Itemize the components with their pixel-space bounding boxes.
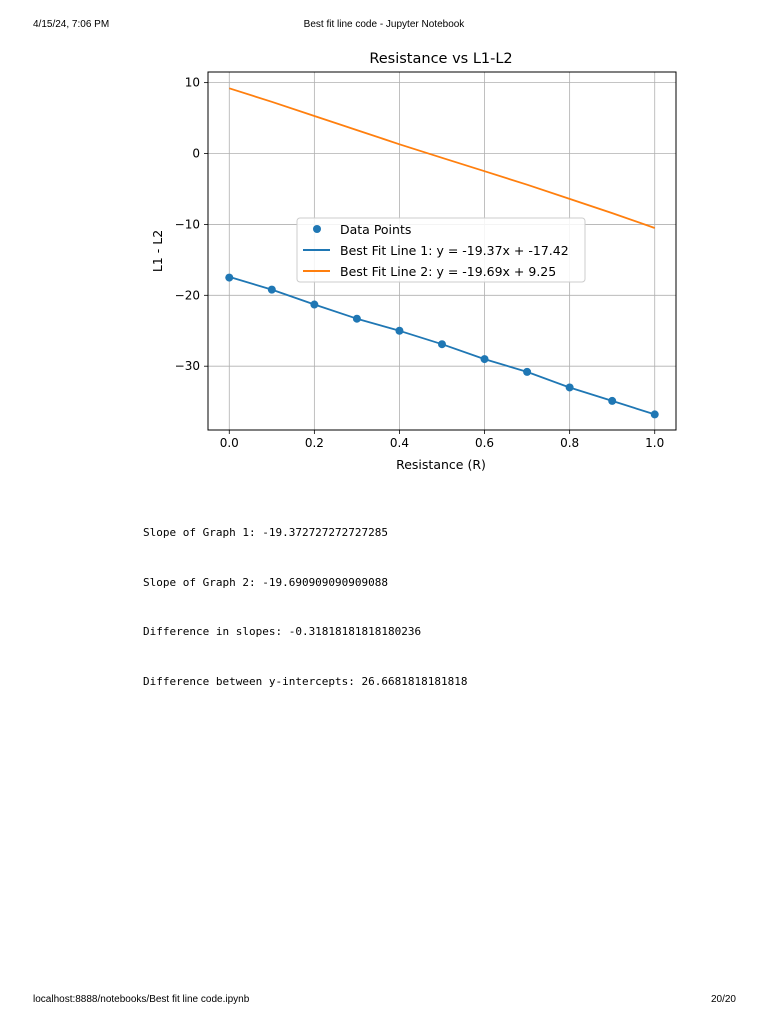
data-point [395, 326, 404, 335]
legend-label-data-points: Data Points [340, 222, 411, 237]
legend-box [296, 217, 586, 283]
y-tick-label: 0 [192, 147, 200, 161]
y-tick-label: −30 [175, 359, 200, 373]
data-point [310, 300, 319, 309]
y-tick-label: −10 [175, 217, 200, 231]
data-point [480, 355, 489, 364]
x-tick-label: 0.8 [560, 436, 579, 450]
print-page-number: 20/20 [710, 994, 736, 1005]
y-tick-label: 10 [185, 76, 200, 90]
legend-marker-data-points [313, 225, 321, 233]
output-line-slope-2: Slope of Graph 2: -19.690909090909088 [143, 575, 389, 589]
data-point [438, 340, 446, 349]
plot-frame [207, 71, 677, 431]
output-line-slope-diff: Difference in slopes: -0.318181818181802… [143, 625, 422, 638]
print-page-title: Best fit line code - Jupyter Notebook [303, 19, 465, 30]
x-tick-label: 0.4 [390, 436, 409, 450]
output-line-intercept-diff: Difference between y-intercepts: 26.6681… [143, 674, 468, 688]
data-point [565, 383, 574, 392]
chart-legend: Data Points Best Fit Line 1: y = -19.37x… [296, 217, 586, 283]
chart-title: Resistance vs L1-L2 [369, 51, 512, 67]
y-tick-label: −20 [175, 288, 200, 302]
x-tick-label: 0.2 [305, 436, 324, 450]
axis-ticks: 0.0 0.2 0.4 0.6 0.8 1.0 10 0 −10 −20 −30 [175, 76, 665, 450]
x-tick-label: 1.0 [645, 436, 664, 450]
cell-output: Slope of Graph 1: -19.372727272727285 Sl… [143, 492, 468, 707]
data-point [267, 285, 276, 294]
legend-label-fit-2: Best Fit Line 2: y = -19.69x + 9.25 [340, 264, 556, 279]
y-axis-label: L1 - L2 [150, 230, 165, 272]
data-point [523, 367, 532, 376]
output-line-slope-1: Slope of Graph 1: -19.372727272727285 [143, 526, 389, 539]
grid-lines [208, 72, 676, 430]
print-url: localhost:8888/notebooks/Best fit line c… [33, 994, 250, 1005]
data-point [225, 273, 234, 282]
data-point [650, 410, 659, 419]
data-point [352, 314, 361, 323]
print-datetime: 4/15/24, 7:06 PM [33, 19, 110, 30]
legend-label-fit-1: Best Fit Line 1: y = -19.37x + -17.42 [340, 243, 569, 258]
x-tick-label: 0.6 [475, 436, 494, 450]
data-point [608, 396, 617, 405]
plot-series [225, 87, 659, 419]
resistance-chart: Resistance vs L1-L2 0.0 0.2 0.4 0.6 0.8 1.0 10… [150, 51, 677, 472]
x-axis-label: Resistance (R) [396, 457, 486, 472]
best-fit-line-2 [229, 87, 655, 229]
x-tick-label: 0.0 [220, 436, 239, 450]
